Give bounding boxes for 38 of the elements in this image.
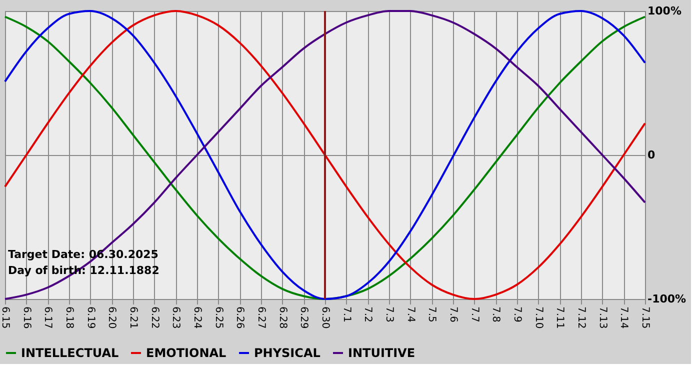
x-tick-label: 6.26 bbox=[234, 306, 246, 329]
x-tick-label: 7.2 bbox=[362, 306, 374, 322]
y-tick-label: 100% bbox=[648, 4, 682, 18]
x-tick-label: 7.4 bbox=[404, 306, 416, 322]
x-tick-label: 6.30 bbox=[320, 306, 330, 329]
x-tick-label: 6.16 bbox=[20, 306, 32, 329]
x-tick-label: 6.22 bbox=[148, 306, 160, 329]
x-tick-label: 7.5 bbox=[426, 306, 438, 322]
x-tick-label: 7.15 bbox=[640, 306, 650, 329]
legend-label: INTUITIVE bbox=[348, 346, 416, 360]
x-tick-label: 7.10 bbox=[532, 306, 544, 329]
x-tick-label: 6.15 bbox=[0, 306, 10, 329]
y-tick-label: -100% bbox=[648, 292, 686, 306]
x-tick-label: 7.11 bbox=[554, 306, 566, 329]
x-tick-label: 6.28 bbox=[276, 306, 288, 329]
x-tick-label: 6.20 bbox=[106, 306, 118, 329]
x-tick-label: 7.14 bbox=[618, 306, 630, 329]
x-tick-label: 7.8 bbox=[490, 306, 502, 322]
legend-label: EMOTIONAL bbox=[146, 346, 227, 360]
x-tick-label: 7.3 bbox=[384, 306, 394, 322]
x-tick-label: 7.6 bbox=[448, 306, 458, 322]
x-tick-label: 7.13 bbox=[596, 306, 608, 329]
x-tick-label: 6.25 bbox=[212, 306, 224, 329]
x-tick-label: 7.12 bbox=[576, 306, 586, 329]
x-tick-label: 6.17 bbox=[42, 306, 54, 329]
legend-label: INTELLECTUAL bbox=[21, 346, 120, 360]
x-tick-label: 7.7 bbox=[468, 306, 480, 322]
x-tick-label: 6.27 bbox=[256, 306, 266, 329]
x-tick-label: 6.23 bbox=[170, 306, 182, 329]
x-tick-label: 6.18 bbox=[64, 306, 74, 329]
x-tick-label: 7.1 bbox=[340, 306, 352, 322]
x-tick-label: 6.21 bbox=[128, 306, 138, 329]
legend-label: PHYSICAL bbox=[254, 346, 321, 360]
x-tick-label: 6.29 bbox=[298, 306, 310, 329]
x-tick-label: 6.19 bbox=[84, 306, 96, 329]
x-tick-label: 6.24 bbox=[192, 306, 202, 329]
x-tick-label: 7.9 bbox=[512, 306, 522, 322]
y-tick-label: 0 bbox=[648, 148, 656, 162]
